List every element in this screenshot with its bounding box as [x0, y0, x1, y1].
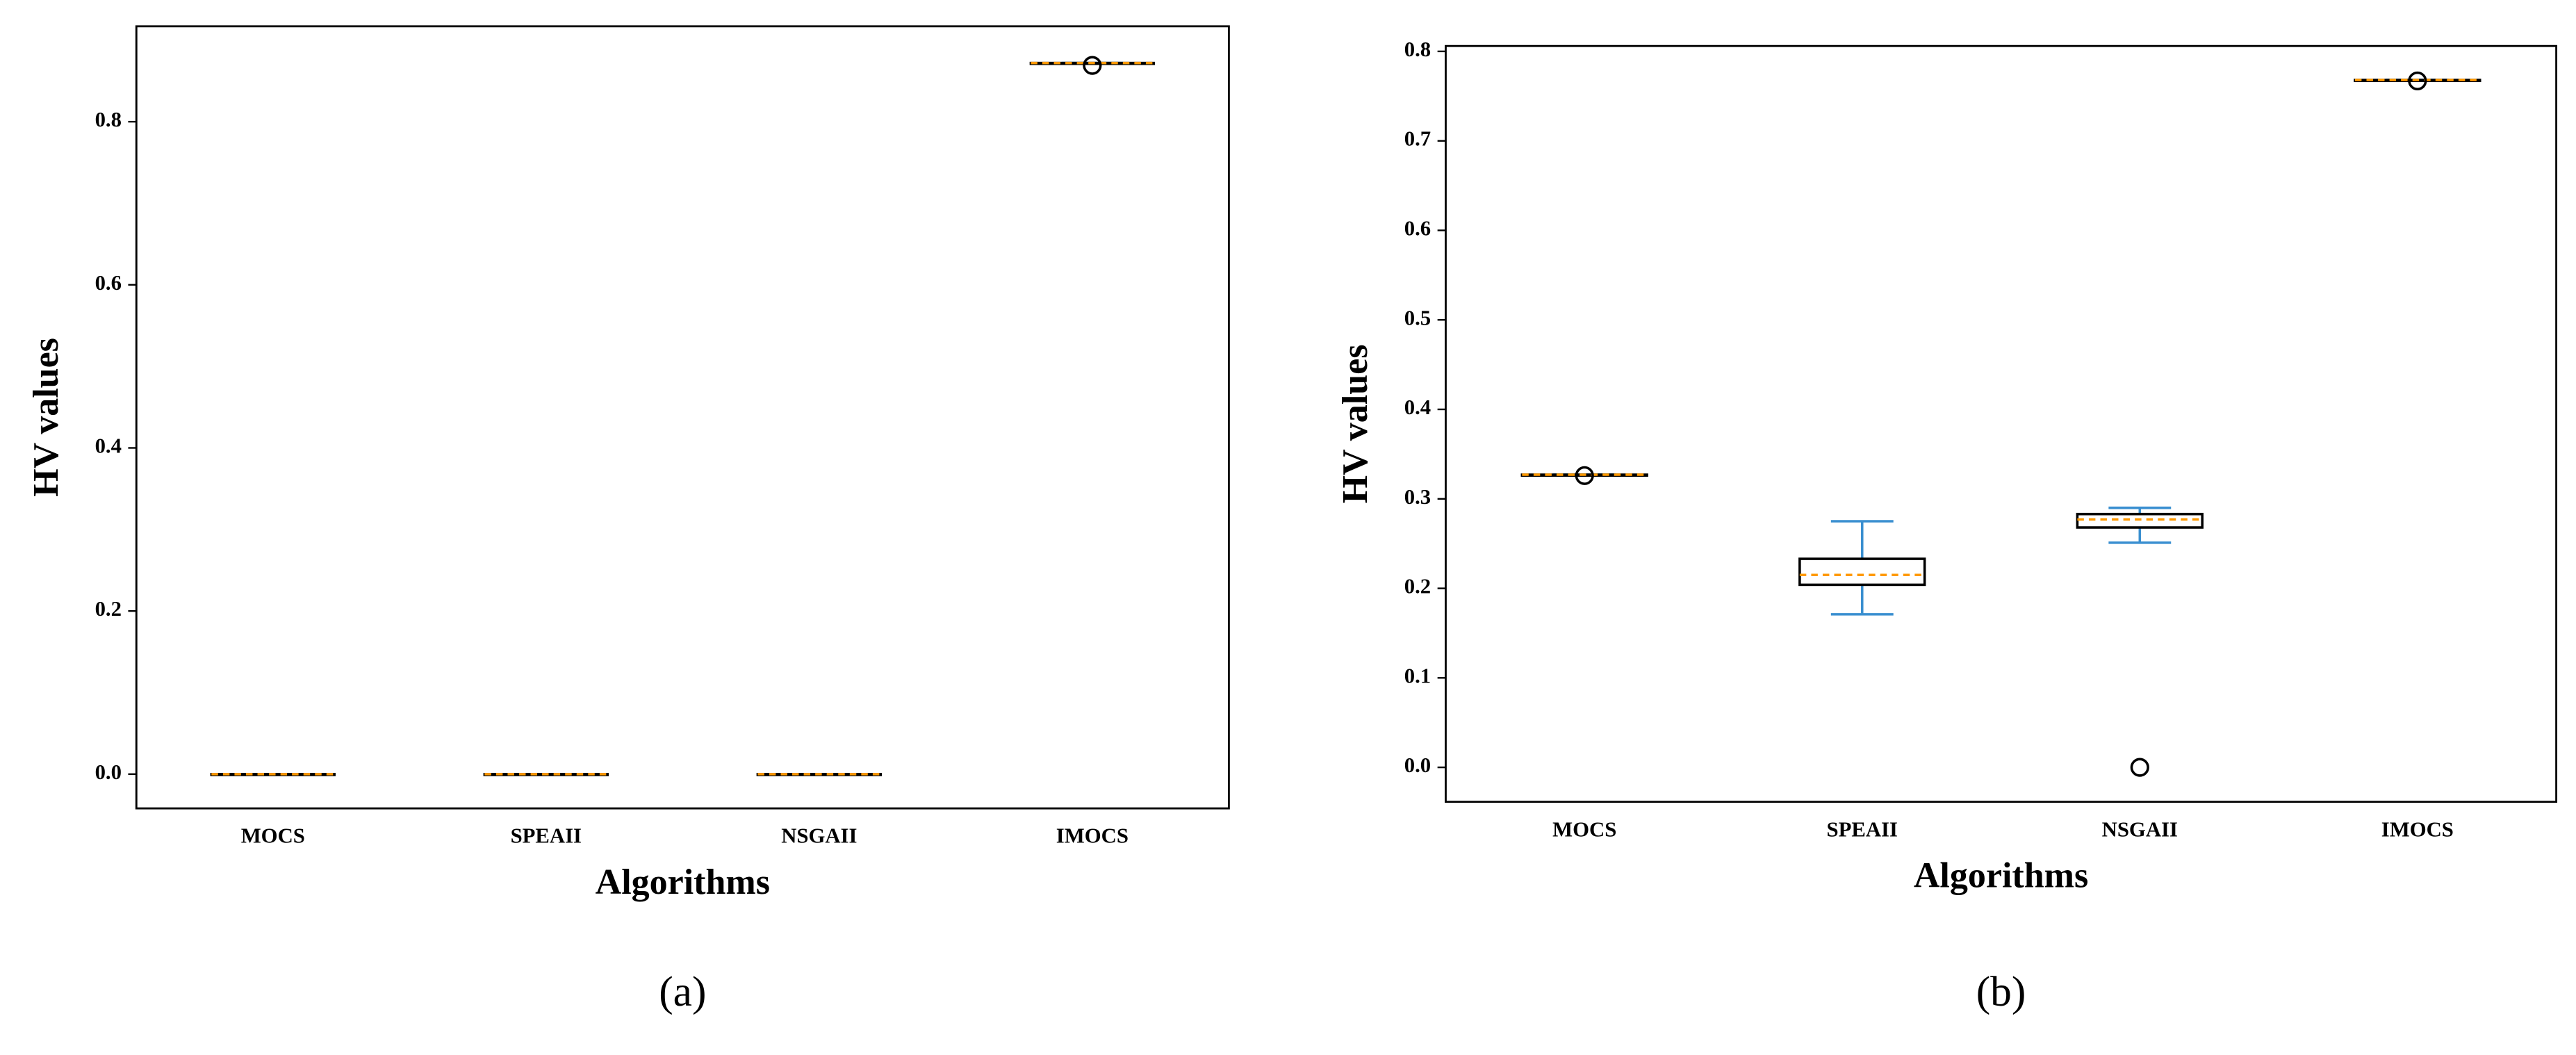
box — [2076, 512, 2204, 529]
y-tick-label: 0.1 — [1404, 664, 1431, 687]
axes-frame — [135, 25, 1230, 810]
x-axis-label: Algorithms — [1914, 856, 2088, 896]
y-tick-label: 0.2 — [1404, 575, 1431, 598]
outlier — [2408, 71, 2427, 91]
box — [1798, 557, 1926, 587]
y-tick-label: 0.2 — [95, 597, 122, 621]
x-tick-label: SPEAII — [511, 824, 582, 848]
x-tick-label: SPEAII — [1827, 817, 1898, 841]
y-tick-label: 0.8 — [95, 108, 122, 131]
y-tick-label: 0.4 — [1404, 395, 1431, 419]
x-tick-label: NSGAII — [781, 824, 857, 848]
y-axis-label: HV values — [26, 338, 66, 497]
y-tick-label: 0.0 — [1404, 753, 1431, 777]
x-tick-label: MOCS — [241, 824, 305, 848]
outlier — [1575, 466, 1594, 485]
y-tick-label: 0.6 — [1404, 217, 1431, 240]
y-tick-label: 0.0 — [95, 760, 122, 784]
y-axis-label: HV values — [1336, 345, 1375, 504]
x-tick-label: IMOCS — [1056, 824, 1129, 848]
y-tick-label: 0.7 — [1404, 127, 1431, 151]
y-tick-label: 0.8 — [1404, 38, 1431, 61]
caption: (b) — [1976, 968, 2026, 1015]
x-tick-label: MOCS — [1552, 817, 1616, 841]
outlier — [2130, 758, 2149, 777]
x-tick-label: IMOCS — [2381, 817, 2454, 841]
x-tick-label: NSGAII — [2102, 817, 2178, 841]
y-tick-label: 0.4 — [95, 434, 122, 458]
y-tick-label: 0.6 — [95, 271, 122, 295]
outlier — [1083, 56, 1102, 75]
y-tick-label: 0.5 — [1404, 306, 1431, 329]
y-tick-label: 0.3 — [1404, 485, 1431, 509]
axes-frame — [1445, 44, 2558, 803]
caption: (a) — [659, 968, 706, 1015]
x-axis-label: Algorithms — [596, 862, 770, 902]
